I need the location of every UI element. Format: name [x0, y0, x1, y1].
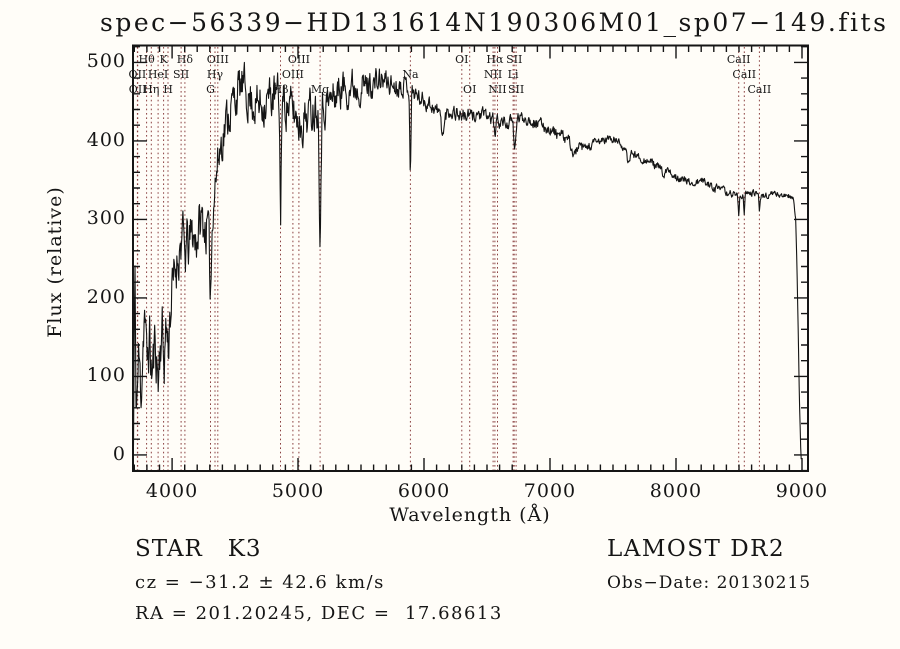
spectral-line-label: SII — [506, 53, 523, 66]
spectrum-flux-curve — [134, 61, 802, 460]
spectral-line-label: OI — [463, 83, 477, 96]
spectral-line-label: HeI — [147, 68, 169, 81]
spectral-line-label: OII — [128, 68, 147, 81]
x-tick-label: 8000 — [649, 480, 703, 502]
x-axis-title: Wavelength (Å) — [389, 504, 551, 526]
spectral-line-label: Hα — [486, 53, 504, 66]
x-tick-label: 9000 — [775, 480, 829, 502]
y-axis-title: Flux (relative) — [44, 186, 66, 338]
spectral-line-label: Hγ — [206, 68, 224, 81]
spectral-line-label: K — [159, 53, 168, 66]
spectral-line-label: CaII — [747, 83, 772, 96]
spectral-line-label: NII — [483, 68, 503, 81]
spectral-line-label: Hθ — [138, 53, 155, 66]
spectral-line-label: OIII — [287, 53, 310, 66]
spectral-line-markers — [136, 47, 760, 470]
obs-date-text: Obs−Date: 20130215 — [607, 573, 812, 593]
spectral-line-label: OI — [455, 53, 469, 66]
plot-frame — [132, 44, 809, 472]
spectral-line-label: OII — [128, 83, 147, 96]
spectral-line-label: SII — [507, 83, 525, 96]
page-title: spec−56339−HD131614N190306M01_sp07−149.f… — [100, 8, 889, 37]
spectral-line-label: Na — [402, 68, 419, 81]
y-tick-label: 500 — [86, 50, 126, 73]
spectral-line-label: CaII — [732, 68, 757, 81]
y-tick-label: 400 — [86, 128, 126, 151]
spectral-line-label: Hη — [143, 83, 160, 96]
y-tick-label: 0 — [112, 442, 126, 465]
y-tick-label: 200 — [86, 285, 126, 308]
spectral-line-label: NII — [488, 83, 507, 96]
plot-axes — [132, 44, 809, 472]
coordinates-text: RA = 201.20245, DEC = 17.68613 — [135, 603, 503, 624]
spectral-line-label: Hβ — [272, 83, 289, 96]
spectral-line-label: Mg — [310, 83, 330, 96]
axis-ticks — [133, 45, 808, 472]
spectral-line-label: OIII — [206, 53, 229, 66]
spectral-line-label: CaII — [726, 53, 751, 66]
x-tick-label: 7000 — [523, 480, 577, 502]
spectral-line-label: SII — [172, 68, 190, 81]
spectral-line-label: H — [163, 83, 173, 96]
survey-name-text: LAMOST DR2 — [607, 536, 786, 562]
spectral-line-label: G — [206, 83, 215, 96]
spectral-line-label: OIII — [281, 68, 304, 81]
spectral-line-label: Li — [507, 68, 519, 81]
y-tick-label: 100 — [86, 364, 126, 387]
x-tick-label: 6000 — [397, 480, 451, 502]
radial-velocity-text: cz = −31.2 ± 42.6 km/s — [135, 572, 385, 593]
x-tick-label: 5000 — [271, 480, 325, 502]
x-tick-label: 4000 — [145, 480, 199, 502]
y-tick-label: 300 — [86, 207, 126, 230]
classification-text: STAR K3 — [135, 536, 262, 562]
spectral-line-label: Hδ — [176, 53, 193, 66]
spectrum-trace — [134, 61, 802, 460]
